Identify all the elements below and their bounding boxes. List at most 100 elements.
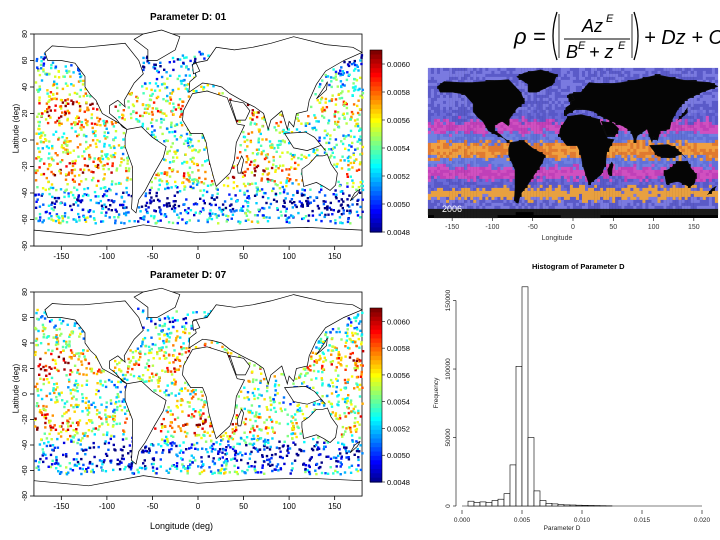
data-point [278, 401, 281, 405]
data-point [210, 180, 214, 183]
data-point [361, 386, 364, 389]
data-point [337, 351, 340, 354]
data-point [274, 170, 277, 173]
data-point [306, 202, 309, 205]
data-point [255, 448, 259, 451]
data-point [312, 386, 315, 389]
data-point [265, 138, 268, 141]
data-point [167, 471, 170, 474]
data-point [187, 340, 191, 343]
sat-cell [569, 76, 574, 81]
data-point [95, 145, 98, 149]
data-point [225, 214, 228, 217]
data-point [284, 214, 287, 217]
data-point [126, 162, 129, 165]
sat-cell [702, 91, 706, 96]
data-point [92, 176, 95, 180]
data-point [239, 209, 242, 212]
data-point [122, 138, 125, 141]
sat-cell [515, 124, 519, 129]
data-point [148, 188, 152, 192]
data-point [287, 179, 291, 183]
sat-cell [482, 73, 486, 78]
data-point [259, 437, 263, 440]
data-point [233, 470, 237, 473]
data-point [267, 178, 270, 182]
data-point [163, 171, 167, 174]
sat-cell [696, 109, 700, 114]
sat-cell [515, 73, 519, 78]
data-point [146, 107, 149, 110]
data-point [38, 166, 41, 169]
data-point [108, 415, 111, 418]
sat-cell [603, 70, 607, 75]
data-point [244, 471, 247, 475]
continent-africa [182, 346, 246, 440]
data-point [225, 446, 228, 449]
data-point [81, 396, 85, 400]
sat-cell [551, 109, 555, 114]
data-point [323, 441, 326, 444]
data-point [206, 84, 209, 87]
data-point [94, 222, 97, 225]
data-point [150, 379, 153, 382]
data-point [69, 467, 72, 471]
sat-cell [536, 67, 540, 72]
continent-uk [192, 62, 201, 75]
sat-cell [500, 67, 504, 72]
data-point [346, 71, 349, 74]
sat-cell [681, 70, 685, 75]
sat-cell [600, 70, 604, 75]
data-point [210, 217, 214, 221]
sat-cell [612, 73, 616, 78]
data-point [282, 396, 286, 399]
data-point [44, 409, 47, 412]
data-point [48, 421, 51, 424]
sat-cell [461, 124, 465, 129]
data-point [271, 463, 274, 467]
sat-cell [521, 112, 525, 117]
data-point [55, 347, 59, 351]
data-point [274, 410, 277, 413]
data-point [312, 150, 315, 153]
data-point [64, 189, 67, 192]
sat-cell [600, 67, 604, 72]
data-point [353, 387, 356, 390]
data-point [309, 195, 312, 199]
data-point [330, 208, 333, 211]
data-point [185, 321, 188, 325]
data-point [149, 201, 152, 205]
data-point [181, 463, 184, 466]
data-point [45, 73, 48, 76]
data-point [170, 121, 173, 124]
data-point [253, 468, 256, 471]
colorbar-swatch [370, 177, 382, 183]
data-point [84, 92, 87, 95]
sat-cell [479, 124, 483, 129]
data-point [58, 392, 61, 395]
data-point [109, 146, 113, 149]
colorbar-swatch [370, 460, 382, 466]
sat-cell [569, 88, 574, 93]
data-point [211, 212, 214, 215]
sat-cell [566, 88, 571, 93]
sat-cell [711, 121, 716, 126]
sat-cell [594, 115, 598, 120]
data-point [360, 62, 363, 66]
data-point [231, 431, 235, 434]
data-point [157, 443, 160, 446]
x-tick-label: -50 [147, 252, 159, 261]
data-point [168, 149, 171, 153]
data-point [234, 454, 237, 457]
data-point [231, 447, 235, 451]
data-point [112, 410, 115, 413]
sat-cell [452, 67, 456, 72]
data-point [58, 327, 61, 331]
data-point [327, 455, 330, 458]
data-point [294, 161, 297, 165]
sat-cell [518, 115, 522, 120]
data-point [149, 199, 152, 202]
data-point [87, 411, 91, 414]
sat-cell [503, 124, 507, 129]
sat-cell [515, 85, 519, 90]
